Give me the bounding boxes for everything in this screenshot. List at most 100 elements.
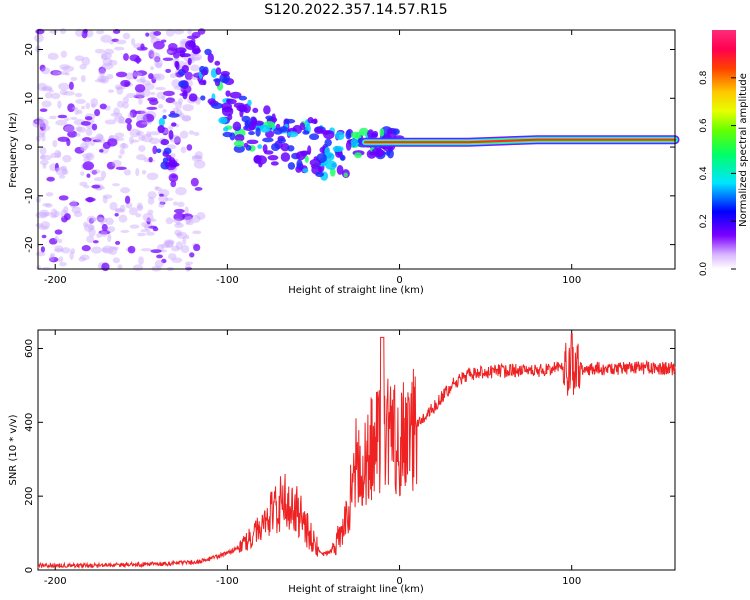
spectrogram-noise-blob <box>60 50 67 58</box>
snr-y-tick-label: 0 <box>24 567 35 573</box>
spectrogram-signal-blob <box>207 98 216 105</box>
spectrogram-noise-blob <box>41 132 46 142</box>
spectrogram-noise-blob <box>135 55 141 64</box>
spectrogram-noise-blob <box>160 249 167 253</box>
spectrogram-noise-blob <box>85 197 96 202</box>
spectrogram-noise-blob <box>47 52 59 61</box>
spectrogram-signal-blob <box>198 80 206 86</box>
spectrogram-noise-blob <box>48 89 54 93</box>
spectrogram-noise-blob <box>151 52 161 61</box>
spectrogram-signal-blob <box>324 138 332 147</box>
snr-y-axis-label: SNR (10 * v/v) <box>8 414 19 485</box>
spectrogram-noise-blob <box>107 233 112 243</box>
spectrogram-noise-blob <box>162 90 175 97</box>
spectrogram-noise-blob <box>119 143 129 150</box>
spectrogram-signal-blob <box>387 149 394 159</box>
spectrogram-signal-blob <box>265 115 274 120</box>
spectrogram-noise-blob <box>154 59 163 68</box>
spectrogram-noise-blob <box>138 134 146 141</box>
spectrogram-noise-blob <box>93 177 105 182</box>
spectrogram-signal-blob <box>335 131 345 141</box>
spectrogram-noise-blob <box>147 209 154 215</box>
spectrogram-noise-blob <box>42 202 51 207</box>
spectrogram-noise-blob <box>39 209 50 218</box>
spectrogram-noise-blob <box>124 81 130 87</box>
spectrogram-noise-blob <box>80 142 88 151</box>
spectrogram-noise-blob <box>101 262 110 272</box>
spectrogram-noise-blob <box>41 234 47 239</box>
spectrogram-noise-blob <box>39 159 49 166</box>
spectrogram-noise-blob <box>121 142 126 149</box>
spectrogram-y-tick-label: -10 <box>24 188 35 204</box>
spectrogram-noise-blob <box>185 221 194 226</box>
spectrogram-noise-blob <box>101 63 114 70</box>
spectrogram-noise-blob <box>120 187 131 194</box>
spectrogram-noise-blob <box>101 223 108 232</box>
spectrogram-noise-blob <box>108 246 118 256</box>
spectrogram-noise-blob <box>96 232 102 238</box>
spectrogram-noise-blob <box>135 167 140 177</box>
spectrogram-noise-blob <box>185 234 190 240</box>
spectrogram-noise-blob <box>122 96 130 104</box>
spectrogram-noise-blob <box>61 247 71 254</box>
spectrogram-noise-blob <box>138 256 144 266</box>
spectrogram-noise-blob <box>104 119 117 125</box>
spectrogram-noise-blob <box>165 97 176 104</box>
spectrogram-noise-blob <box>100 34 113 43</box>
spectrogram-signal-blob <box>325 160 337 170</box>
spectrogram-noise-blob <box>108 89 115 93</box>
spectrogram-noise-blob <box>78 256 86 262</box>
spectrogram-noise-blob <box>150 66 155 70</box>
spectrogram-noise-blob <box>131 37 136 46</box>
spectrogram-noise-blob <box>148 156 153 163</box>
spectrogram-noise-blob <box>159 193 164 197</box>
spectrogram-noise-blob <box>55 166 68 176</box>
spectrogram-noise-blob <box>91 217 97 223</box>
spectrogram-noise-blob <box>148 73 154 80</box>
spectrogram-noise-blob <box>38 225 49 230</box>
ridge-band-core <box>364 138 677 144</box>
spectrogram-y-tick-label: -20 <box>24 236 35 252</box>
spectrogram-noise-blob <box>165 217 174 225</box>
spectrogram-noise-blob <box>162 57 174 61</box>
spectrogram-noise-blob <box>133 264 144 271</box>
spectrogram-noise-blob <box>167 253 177 260</box>
spectrogram-noise-blob <box>101 52 113 60</box>
spectrogram-noise-blob <box>48 238 58 245</box>
spectrogram-noise-blob <box>143 157 151 163</box>
spectrogram-noise-blob <box>168 125 174 131</box>
snr-ticks: -200 -100 0 100 0 200 400 600 <box>24 330 675 587</box>
spectrogram-noise-blob <box>171 257 183 263</box>
spectrogram-noise-blob <box>114 84 123 90</box>
spectrogram-noise-blob <box>54 167 61 172</box>
spectrogram-signal-blob <box>287 162 296 170</box>
spectrogram-noise-blob <box>180 245 190 254</box>
spectrogram-noise-blob <box>141 121 152 125</box>
spectrogram-noise-blob <box>172 218 182 223</box>
spectrogram-noise-blob <box>39 64 46 72</box>
spectrogram-noise-blob <box>170 180 177 188</box>
spectrogram-noise-blob <box>194 151 203 160</box>
spectrogram-noise-blob <box>50 215 58 219</box>
spectrogram-noise-blob <box>177 112 185 118</box>
spectrogram-noise-blob <box>165 28 175 37</box>
spectrogram-noise-blob <box>155 86 166 91</box>
spectrogram-noise-blob <box>175 101 183 110</box>
spectrogram-noise-blob <box>86 235 95 244</box>
spectrogram-noise-blob <box>88 227 96 237</box>
spectrogram-noise-blob <box>113 46 125 51</box>
spectrogram-noise-blob <box>53 210 60 218</box>
spectrogram-noise-blob <box>92 240 99 244</box>
snr-series-line <box>37 333 676 570</box>
spectrogram-signal-blob <box>232 121 242 132</box>
spectrogram-noise-blob <box>118 214 128 223</box>
spectrogram-noise-blob <box>96 214 105 223</box>
spectrogram-noise-blob <box>97 217 108 223</box>
spectrogram-noise-blob <box>97 134 104 140</box>
spectrogram-signal-blob <box>160 138 170 146</box>
spectrogram-signal-blob <box>371 147 384 157</box>
spectrogram-noise-blob <box>154 186 162 192</box>
spectrogram-noise-blob <box>71 206 82 214</box>
spectrogram-signal-blob <box>304 155 309 164</box>
